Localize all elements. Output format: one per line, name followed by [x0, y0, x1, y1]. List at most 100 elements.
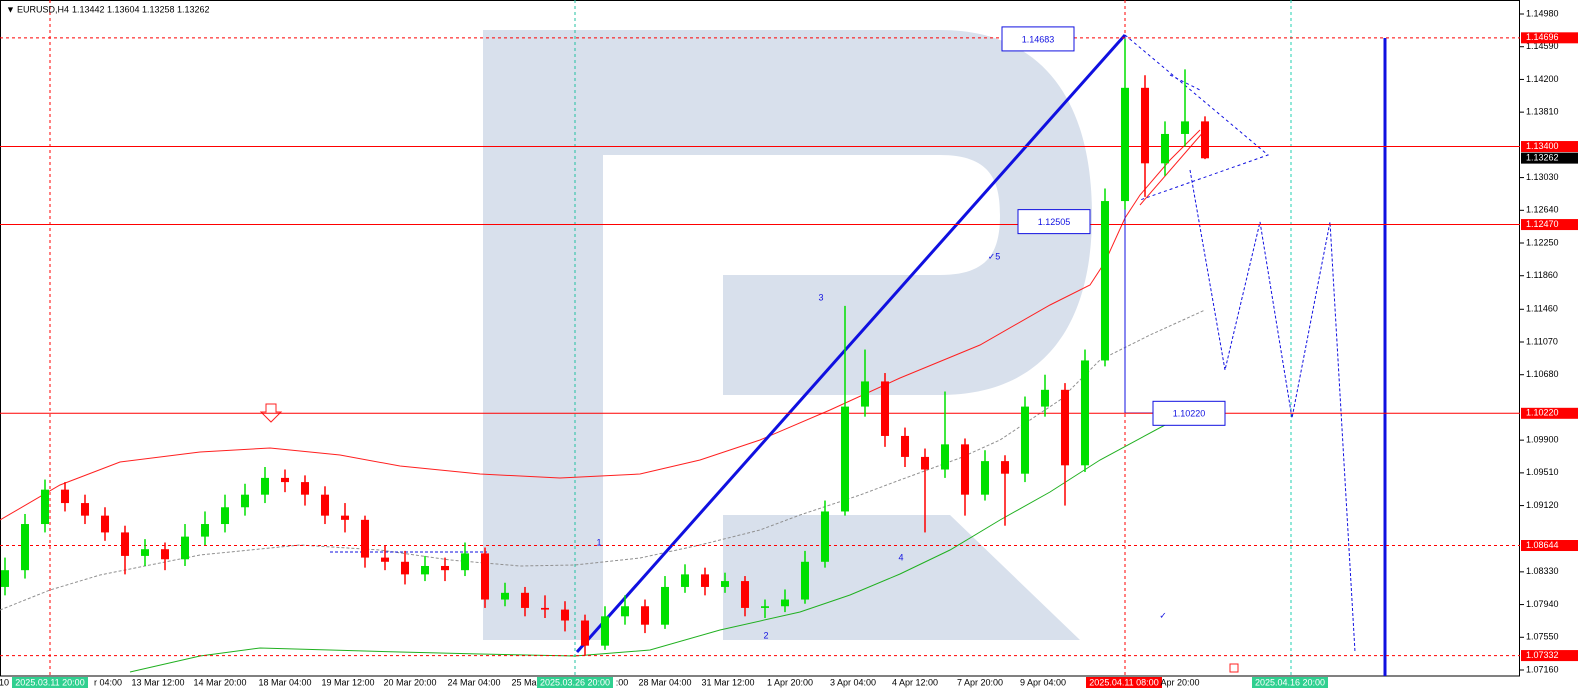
- y-tick-label: 1.14590: [1526, 41, 1559, 51]
- candle-body: [81, 503, 89, 516]
- candle-body: [861, 381, 869, 407]
- price-label-bg: [1521, 650, 1578, 662]
- candle-body: [1161, 133, 1169, 164]
- candle-body: [1101, 201, 1109, 361]
- time-label: 20 Mar 20:00: [383, 677, 436, 687]
- candle-body: [281, 477, 289, 483]
- candle-body: [1061, 389, 1069, 466]
- time-label: 4 Apr 12:00: [892, 677, 938, 687]
- candle-body: [61, 489, 69, 504]
- boxed-label-frame: [1152, 400, 1226, 426]
- price-label-bg: [1521, 540, 1578, 552]
- candle-body: [561, 609, 569, 621]
- candle-body: [501, 592, 509, 600]
- time-label: :00: [616, 677, 629, 687]
- time-label-bg: [12, 677, 88, 688]
- y-tick-label: 1.14980: [1526, 8, 1559, 18]
- watermark: [483, 30, 1092, 640]
- candle-body: [41, 489, 49, 525]
- candle-body: [1081, 360, 1089, 466]
- price-label: 1.08644: [1526, 540, 1559, 550]
- time-label: 2025.03.11 20:00: [15, 677, 84, 687]
- candle-body: [601, 616, 609, 646]
- candle-body: [801, 561, 809, 600]
- candle-body: [661, 586, 669, 625]
- time-label-bg: [537, 677, 613, 688]
- y-tick-label: 1.11070: [1526, 336, 1558, 346]
- candle-body: [1021, 406, 1029, 474]
- y-tick-label: 1.09900: [1526, 435, 1559, 445]
- price-label: 1.07332: [1526, 650, 1559, 660]
- candle-body: [621, 606, 629, 617]
- time-label: Apr 20:00: [1160, 677, 1199, 687]
- time-label: 7 Apr 20:00: [957, 677, 1003, 687]
- time-label: 24 Mar 04:00: [447, 677, 500, 687]
- time-label: r 04:00: [94, 677, 122, 687]
- candle-body: [941, 444, 949, 470]
- time-label: 1 Apr 20:00: [767, 677, 813, 687]
- y-tick-label: 1.13810: [1526, 107, 1559, 117]
- candle-body: [421, 565, 429, 575]
- candle-body: [1, 570, 9, 587]
- price-label-bg: [1521, 219, 1578, 231]
- y-tick-label: 1.13030: [1526, 172, 1559, 182]
- price-label: 1.12470: [1526, 219, 1559, 229]
- candle-body: [981, 461, 989, 495]
- y-tick-label: 1.11860: [1526, 270, 1558, 280]
- candle-body: [721, 581, 729, 587]
- y-tick-label: 1.09510: [1526, 467, 1559, 477]
- candle-body: [1001, 461, 1009, 474]
- candle-body: [181, 536, 189, 560]
- candle-body: [701, 574, 709, 587]
- wave-label: 2: [763, 630, 768, 640]
- y-tick-label: 1.12250: [1526, 237, 1559, 247]
- candle-body: [241, 494, 249, 508]
- y-tick-label: 1.12640: [1526, 205, 1559, 215]
- candle-body: [161, 549, 169, 560]
- menu-arrow[interactable]: ▼: [6, 4, 15, 14]
- time-label: 9 Apr 04:00: [1020, 677, 1066, 687]
- candle-body: [341, 515, 349, 520]
- candle-body: [681, 574, 689, 587]
- price-label: 1.13400: [1526, 141, 1559, 151]
- price-label: 1.10220: [1526, 408, 1559, 418]
- y-tick-label: 1.11460: [1526, 304, 1558, 314]
- symbol: EURUSD,H4: [17, 4, 69, 14]
- time-label: 2025.03.26 20:00: [540, 677, 610, 687]
- y-tick-label: 1.09120: [1526, 500, 1559, 510]
- header-value: 1.13258: [142, 4, 175, 14]
- candle-body: [881, 381, 889, 436]
- y-tick-label: 1.08330: [1526, 566, 1559, 576]
- boxed-label: 1.10220: [1173, 409, 1206, 419]
- y-tick-label: 1.14200: [1526, 74, 1559, 84]
- candle-body: [1181, 121, 1189, 134]
- wave-label: ✓5: [988, 251, 1001, 261]
- candle-body: [841, 406, 849, 512]
- candle-body: [101, 515, 109, 533]
- boxed-label: 1.14683: [1022, 34, 1055, 44]
- wave-label: 3: [818, 292, 823, 302]
- candle-body: [1121, 87, 1129, 202]
- wave-label: 4: [898, 552, 903, 562]
- y-tick-label: 1.10680: [1526, 369, 1559, 379]
- candle-body: [461, 553, 469, 571]
- y-tick-label: 1.07550: [1526, 632, 1559, 642]
- candle-body: [761, 606, 769, 608]
- boxed-label-frame: [1001, 26, 1075, 52]
- price-label-bg: [1521, 152, 1578, 164]
- time-label: 2025.04.16 20:00: [1255, 677, 1325, 687]
- time-label-bg: [1252, 677, 1328, 688]
- candle-body: [781, 599, 789, 607]
- boxed-label: 1.12505: [1038, 217, 1071, 227]
- time-label: 31 Mar 12:00: [701, 677, 754, 687]
- candle-body: [321, 494, 329, 516]
- candle-body: [401, 561, 409, 575]
- candle-body: [581, 620, 589, 646]
- candle-body: [441, 565, 449, 571]
- candle-body: [21, 524, 29, 571]
- candle-body: [481, 553, 489, 600]
- candle-body: [901, 435, 909, 457]
- time-label: 19 Mar 12:00: [321, 677, 374, 687]
- candle-body: [961, 444, 969, 495]
- price-label-bg: [1521, 32, 1578, 44]
